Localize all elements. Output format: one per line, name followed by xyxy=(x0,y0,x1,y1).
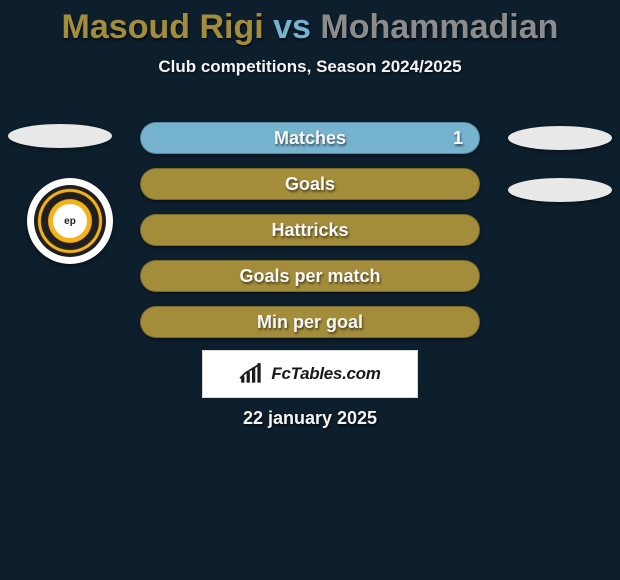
stat-bar-matches: Matches 1 xyxy=(140,122,480,154)
season-subtitle: Club competitions, Season 2024/2025 xyxy=(0,57,620,77)
bar-chart-icon xyxy=(239,363,265,385)
player2-name: Mohammadian xyxy=(320,8,558,46)
placeholder-ellipse-left xyxy=(8,124,112,148)
stat-label: Goals xyxy=(285,174,335,195)
stat-bar-hattricks: Hattricks xyxy=(140,214,480,246)
stat-bar-goals: Goals xyxy=(140,168,480,200)
fctables-watermark: FcTables.com xyxy=(202,350,418,398)
stat-label: Min per goal xyxy=(257,312,363,333)
comparison-title: Masoud Rigi vs Mohammadian xyxy=(0,0,620,47)
placeholder-ellipse-right-1 xyxy=(508,126,612,150)
club-badge-inner: ep xyxy=(53,204,87,238)
stat-label: Matches xyxy=(274,128,346,149)
stat-bars: Matches 1 Goals Hattricks Goals per matc… xyxy=(140,122,480,352)
stat-label: Goals per match xyxy=(239,266,380,287)
club-badge-outer: ep xyxy=(34,185,106,257)
snapshot-date: 22 january 2025 xyxy=(0,408,620,429)
stat-bar-min-per-goal: Min per goal xyxy=(140,306,480,338)
placeholder-ellipse-right-2 xyxy=(508,178,612,202)
stat-label: Hattricks xyxy=(271,220,348,241)
club-badge: ep xyxy=(27,178,113,264)
watermark-text: FcTables.com xyxy=(271,364,380,384)
stat-value: 1 xyxy=(453,128,463,149)
vs-label: vs xyxy=(273,8,311,46)
stat-bar-goals-per-match: Goals per match xyxy=(140,260,480,292)
player1-name: Masoud Rigi xyxy=(62,8,264,46)
